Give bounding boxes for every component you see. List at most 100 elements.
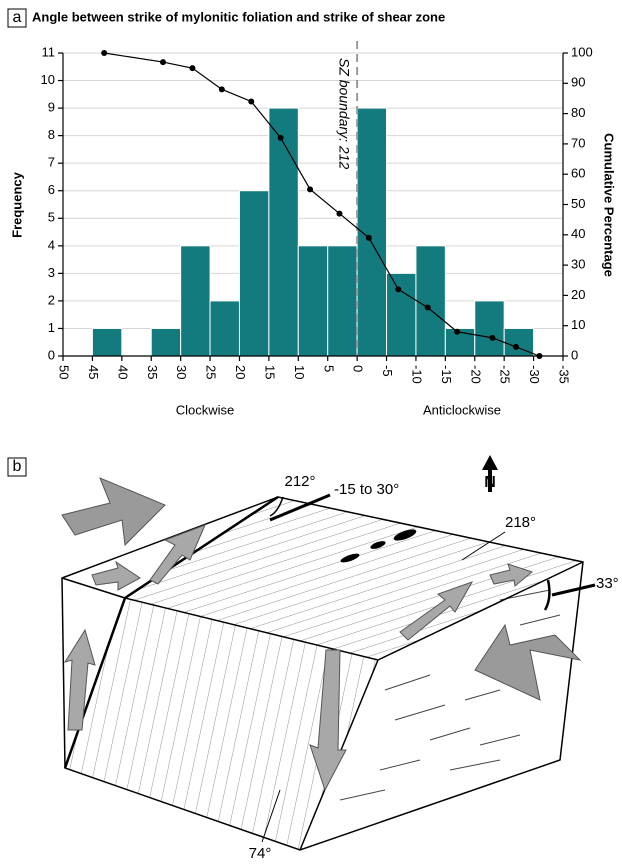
y2-tick-label: 40 [571,226,585,241]
arrow [474,623,582,701]
y-tick-label: 3 [48,265,55,280]
y-tick-label: 2 [48,292,55,307]
cumulative-point [365,234,372,241]
bar [150,327,182,357]
y-tick-label: 8 [48,127,55,142]
x-tick-label: -35 [557,365,572,384]
cumulative-point [424,304,431,311]
y-tick-label: 4 [48,237,55,252]
y2-axis-title: Cumulative Percentage [602,133,617,277]
panel-label: a [13,9,22,26]
angle-arc [543,579,551,611]
y-tick-label: 6 [48,182,55,197]
x-tick-label: 0 [351,365,366,372]
bar [209,300,240,357]
x-tick-label: 50 [57,365,72,379]
angle-arc [269,496,284,517]
cumulative-point [189,65,196,72]
y2-tick-label: 30 [571,257,585,272]
y2-tick-label: 10 [571,317,585,332]
y-tick-label: 11 [42,44,56,59]
shear-zone-boundary [63,495,279,769]
panel-box [7,457,27,477]
y-tick-label: 0 [48,347,55,362]
arrow [61,477,166,547]
y2-tick-label: 60 [571,166,585,181]
x-tick-label: 5 [321,365,336,372]
cumulative-point [277,134,284,141]
cumulative-point [489,334,496,341]
bar [268,107,299,357]
block-edge [61,561,584,661]
cumulative-point [395,286,402,293]
x-tick-label: 45 [86,365,101,379]
x-tick-label: 25 [204,365,219,379]
x-tick-label: -20 [468,365,483,384]
arrow [489,563,534,587]
block-diagram [61,455,596,851]
x-tick-label: -15 [439,365,454,384]
bar [474,300,505,357]
annotation-label: SZ boundary: 212 [336,58,352,170]
cumulative-point [307,186,314,193]
angle-label: 74° [249,845,272,862]
x-tick-label: -5 [380,365,395,377]
y2-tick-label: 70 [571,135,585,150]
cumulative-point [160,59,166,66]
x-tick-label: 40 [115,365,130,379]
bar [386,272,417,357]
cumulative-point [454,328,461,335]
y2-tick-label: 20 [571,287,585,302]
x-tick-label: -30 [527,365,542,384]
x-annotation: Clockwise [176,402,235,417]
bar [180,245,211,357]
y2-tick-label: 50 [571,196,585,211]
cumulative-point [512,343,519,350]
panel-label: b [13,458,22,475]
bar [238,190,270,357]
cumulative-point [101,50,108,56]
x-tick-label: -25 [498,365,513,384]
y2-tick-label: 100 [571,44,593,59]
arrow [399,581,474,641]
bar [444,327,476,357]
bar [327,245,358,357]
lenses [340,529,417,563]
arrow [149,524,206,585]
y-tick-label: 5 [48,210,55,225]
arrow [91,560,141,591]
leader [261,789,281,843]
y-tick-label: 7 [48,155,55,170]
x-tick-label: 10 [292,365,307,379]
north-label: N [484,474,496,491]
x-annotation: Anticlockwise [423,402,501,417]
x-tick-label: 30 [174,365,189,379]
y2-tick-label: 90 [571,75,585,90]
x-tick-label: 20 [233,365,248,379]
arrow [309,649,347,792]
cumulative-point [218,86,225,93]
y-tick-label: 9 [48,100,55,115]
front-hatch [65,598,378,850]
cumulative-point [336,210,343,217]
angle-label: 212° [284,473,315,490]
foliation-traces [339,589,561,801]
leader [551,583,596,597]
y2-tick-label: 0 [571,347,578,362]
leader [461,531,506,561]
chart-title: Angle between strike of mylonitic foliat… [32,9,445,24]
panel-box [7,8,27,28]
angle-label: -15 to 30° [334,481,399,498]
bar [415,245,446,357]
cumulative-point [248,98,255,105]
angle-label: 218° [505,514,536,531]
x-tick-label: 35 [145,365,160,379]
x-tick-label: -10 [410,365,425,384]
y-tick-label: 10 [41,72,55,87]
y-tick-label: 1 [48,320,55,335]
bar [91,327,123,357]
north-arrow [482,455,498,492]
leader [269,493,331,522]
